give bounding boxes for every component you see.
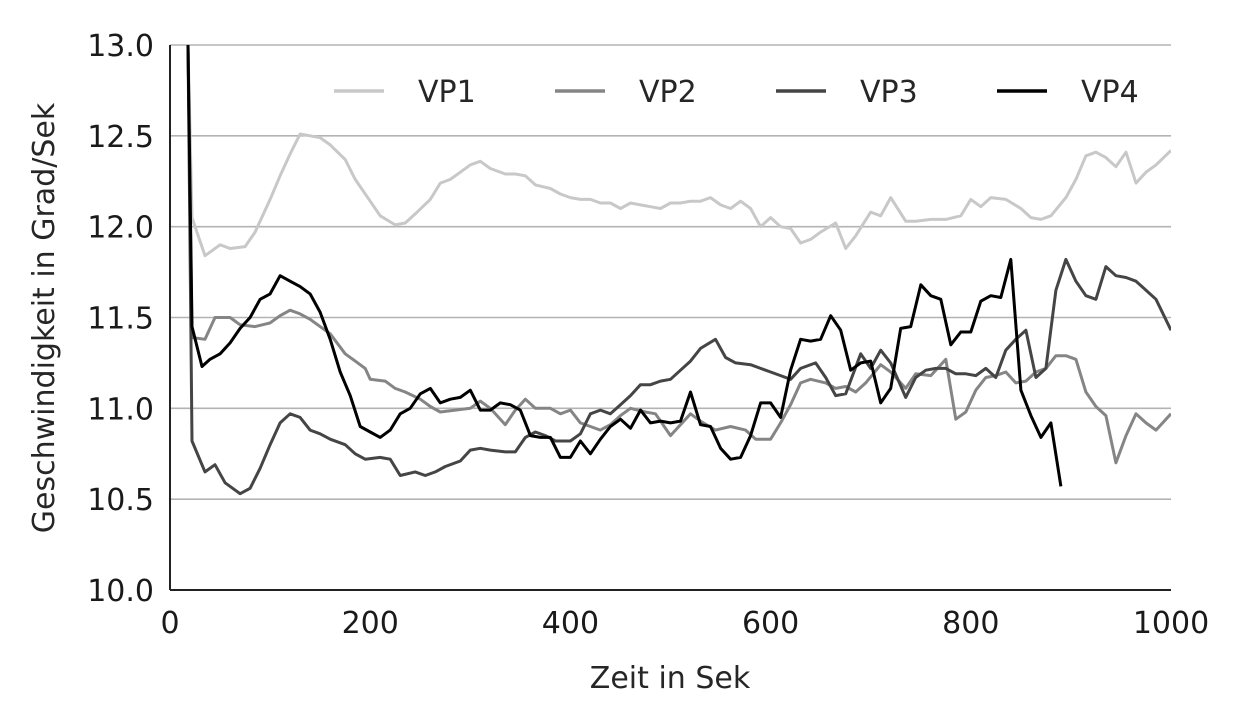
- x-tick-label: 800: [942, 606, 999, 641]
- y-axis-title: Geschwindigkeit in Grad/Sek: [27, 102, 62, 533]
- series-line-vp4: [186, 45, 1063, 487]
- y-tick-label: 10.0: [87, 574, 154, 609]
- legend-label-vp2: VP2: [639, 75, 697, 110]
- y-axis-ticks: 10.0 10.5 11.0 11.5 12.0 12.5 13.0: [87, 29, 154, 609]
- x-tick-label: 400: [542, 606, 599, 641]
- y-tick-label: 12.0: [87, 211, 154, 246]
- gridlines: [170, 44, 1171, 500]
- y-tick-label: 13.0: [87, 29, 154, 64]
- y-tick-label: 11.5: [87, 302, 154, 337]
- legend-label-vp1: VP1: [418, 75, 476, 110]
- y-tick-label: 12.5: [87, 120, 154, 155]
- y-tick-label: 10.5: [87, 483, 154, 518]
- x-tick-label: 600: [742, 606, 799, 641]
- y-tick-label: 11.0: [87, 392, 154, 427]
- series-lines: [186, 45, 1171, 496]
- x-tick-label: 0: [160, 606, 179, 641]
- x-axis-ticks: 0 200 400 600 800 1000: [160, 606, 1209, 641]
- legend: VP1 VP2 VP3 VP4: [334, 75, 1139, 110]
- series-line-vp1: [186, 45, 1171, 258]
- series-line-vp3: [186, 45, 1171, 496]
- plot-area: [169, 44, 1171, 591]
- x-tick-label: 1000: [1133, 606, 1209, 641]
- x-axis-title: Zeit in Sek: [590, 661, 751, 696]
- legend-label-vp3: VP3: [860, 75, 918, 110]
- x-tick-label: 200: [342, 606, 399, 641]
- legend-label-vp4: VP4: [1081, 75, 1139, 110]
